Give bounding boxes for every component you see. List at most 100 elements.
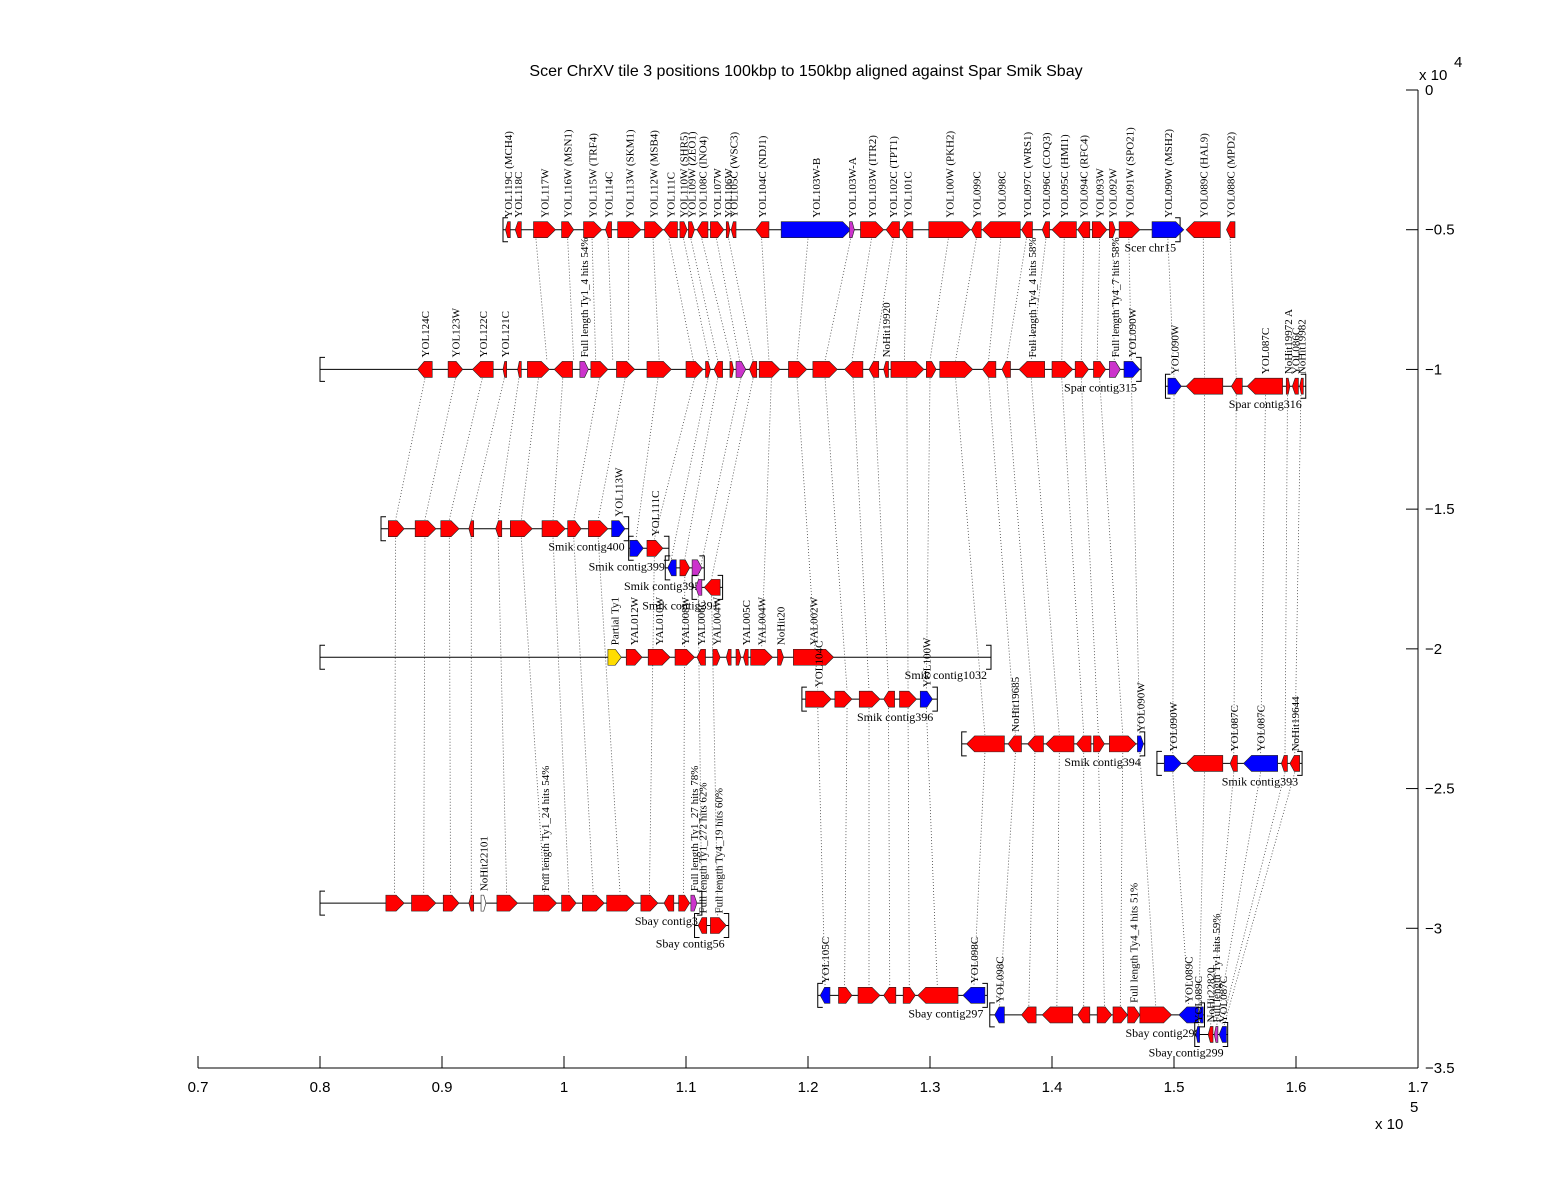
gene-arrow	[729, 361, 734, 378]
gene-arrow	[966, 735, 1005, 753]
track-end-bracket	[1300, 373, 1307, 399]
alignment-line	[395, 378, 426, 520]
gene-arrow	[725, 648, 732, 666]
alignment-line	[1061, 238, 1065, 361]
gene-arrow	[582, 894, 605, 912]
alignment-line	[1080, 378, 1099, 735]
gene-arrow	[710, 221, 725, 239]
track-start-bracket	[694, 912, 700, 938]
gene-arrow	[1226, 221, 1236, 239]
contig-label: Smik contig391	[642, 598, 718, 612]
gene-arrow	[496, 894, 519, 912]
track-start-bracket	[319, 644, 325, 670]
gene-arrow	[712, 648, 721, 666]
y-axis: x 10 4 0 −0.5 −1 −1.5 −2 −2.5 −3 −3.5	[1406, 54, 1462, 1077]
gene-arrow	[1127, 1006, 1141, 1024]
gene-arrow	[982, 361, 997, 378]
gene-arrow	[411, 894, 437, 912]
alignment-line	[817, 708, 826, 987]
track-end-bracket	[623, 516, 630, 542]
alignment-line	[888, 708, 891, 987]
gene-label: NoHit22820	[1206, 967, 1218, 1023]
gene-label: YOL087C	[1218, 976, 1230, 1022]
gene-arrow	[1109, 221, 1116, 239]
gene-arrow	[902, 987, 916, 1004]
gene-arrow	[1289, 755, 1300, 772]
gene-label: Partial Ty1	[610, 597, 622, 645]
gene-label: NoHit22101	[478, 836, 490, 891]
gene-arrow	[541, 520, 566, 538]
gene-arrow	[1077, 221, 1091, 239]
y-tick-label: −1	[1425, 361, 1442, 378]
gene-label: YOL086C	[1290, 328, 1302, 374]
alignment-line	[1006, 378, 1036, 735]
alignment-line	[1097, 752, 1105, 1006]
gene-arrow	[590, 361, 609, 378]
gene-arrow	[1021, 221, 1033, 239]
gene-arrow	[646, 361, 672, 378]
track-start-bracket	[1164, 373, 1171, 399]
gene-arrow	[495, 520, 503, 538]
gene-arrow	[743, 648, 749, 666]
alignment-line	[497, 378, 520, 520]
gene-arrow	[667, 559, 677, 577]
gene-arrow	[688, 221, 695, 239]
gene-arrow	[616, 361, 636, 378]
gene-arrow	[679, 221, 688, 239]
gene-label: YOL113W	[613, 467, 625, 517]
gene-label: YOL094C (RFC4)	[1079, 135, 1091, 218]
gene-label: YOL116W (MSN1)	[563, 129, 575, 218]
x-tick-label: 0.8	[310, 1079, 331, 1096]
x-tick-label: 1.3	[920, 1079, 941, 1096]
alignment-line	[907, 708, 910, 987]
gene-arrow	[819, 987, 831, 1004]
contig-label: Smik contig1032	[905, 668, 987, 682]
gene-arrow	[695, 579, 703, 596]
alignment-line	[844, 708, 848, 987]
gene-arrow	[644, 221, 664, 239]
alignment-line	[1260, 395, 1266, 755]
gene-label: YOL105C (WSC3)	[729, 132, 741, 218]
gene-label: YOL103W-B	[811, 158, 823, 218]
track-end-bracket	[696, 890, 703, 916]
alignment-line	[552, 537, 570, 895]
track: YOL113W Smik contig400	[380, 467, 630, 554]
gene-arrow	[514, 221, 522, 239]
alignment-line	[668, 238, 694, 361]
gene-label: Full length Ty1_272 hits 62%	[697, 782, 709, 913]
gene-arrow	[1292, 377, 1299, 395]
gene-arrow	[1021, 1006, 1037, 1024]
gene-arrow	[735, 648, 742, 666]
gene-arrow	[1185, 377, 1224, 395]
track-start-bracket	[961, 731, 967, 757]
contig-label: Smik contig393	[1222, 774, 1298, 788]
alignment-line	[796, 378, 819, 691]
alignment-line	[925, 708, 938, 987]
gene-label: YOL107W	[712, 168, 724, 218]
gene-label: YOL104C	[813, 641, 825, 687]
track: YOL104C YOL100W Smik contig396	[801, 637, 938, 724]
alignment-line	[690, 238, 719, 361]
alignment-line	[1172, 395, 1175, 755]
gene-arrow	[1167, 377, 1182, 395]
gene-arrow	[553, 361, 573, 378]
alignment-line	[1130, 378, 1141, 735]
gene-label: NoHit20	[776, 606, 788, 645]
gene-arrow	[705, 361, 711, 378]
gene-arrow	[696, 648, 706, 666]
gene-arrow	[527, 361, 550, 378]
x-axis-multiplier-exponent: 5	[1410, 1099, 1418, 1116]
gene-arrow	[901, 221, 914, 239]
gene-arrow	[749, 361, 758, 378]
contig-label: Smik contig400	[548, 540, 624, 554]
track: YOL105C YOL098C Sbay contig297	[817, 937, 988, 1020]
contig-label: Sbay contig297	[908, 1006, 983, 1020]
gene-label: YOL103W (ITR2)	[867, 135, 879, 218]
gene-label: YOL122C	[478, 311, 490, 357]
gene-arrow	[505, 221, 511, 239]
alignment-line	[1139, 752, 1157, 1006]
gene-label: YOL108C (INO4)	[697, 136, 709, 218]
alignment-line	[535, 238, 548, 361]
alignment-line	[1167, 238, 1175, 378]
alignment-line	[824, 238, 852, 361]
